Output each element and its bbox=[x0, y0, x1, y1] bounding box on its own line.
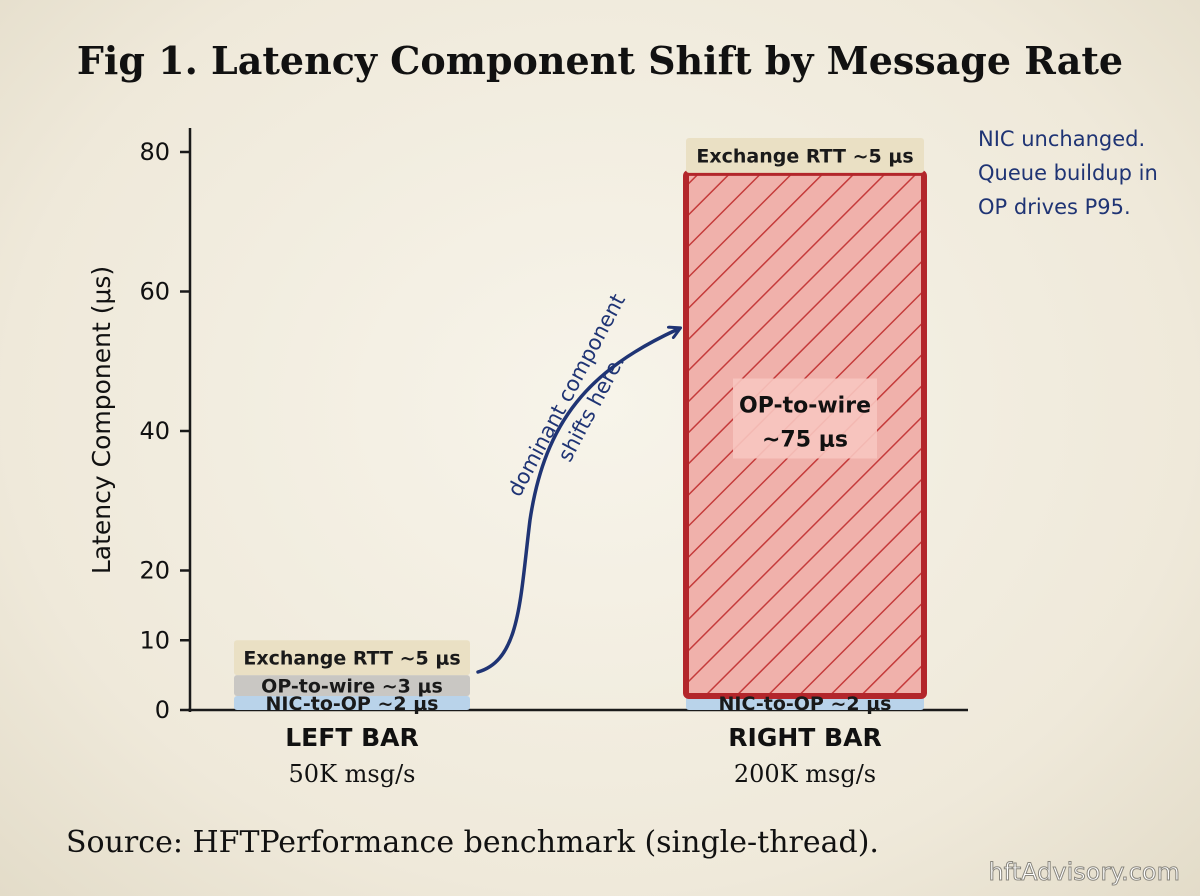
shift-arrow bbox=[476, 330, 676, 674]
side-note-line-3: OP drives P95. bbox=[978, 195, 1131, 219]
side-note-line-2: Queue buildup in bbox=[978, 161, 1158, 185]
source-caption: Source: HFTPerformance benchmark (single… bbox=[66, 825, 879, 860]
bar-segment-label: OP-to-wire ~3 μs bbox=[261, 676, 443, 698]
bar-segment-label: ~75 μs bbox=[762, 427, 848, 452]
bar-segment-label: OP-to-wire bbox=[739, 393, 871, 418]
bar-segment-op-to-wire bbox=[234, 675, 470, 697]
category-labels: LEFT BAR 50K msg/s RIGHT BAR 200K msg/s bbox=[285, 723, 881, 788]
y-axis-label: Latency Component (μs) bbox=[87, 266, 116, 574]
category-label: LEFT BAR bbox=[285, 723, 419, 752]
bar-segment-label: NIC-to-OP ~2 μs bbox=[266, 693, 439, 715]
y-tick-label: 60 bbox=[139, 278, 170, 306]
bar-segment-exchange-rtt bbox=[686, 138, 924, 173]
bar-segment-exchange-rtt bbox=[234, 640, 470, 676]
category-label: RIGHT BAR bbox=[728, 723, 881, 752]
category-sublabel: 200K msg/s bbox=[734, 760, 876, 788]
bar-segment-nic-to-op bbox=[686, 696, 924, 710]
y-ticks: 0 10 20 40 60 80 bbox=[139, 138, 190, 724]
chart-title: Fig 1. Latency Component Shift by Messag… bbox=[77, 38, 1123, 83]
label-backdrop bbox=[733, 378, 877, 459]
watermark: hftAdvisory.com bbox=[989, 858, 1180, 886]
side-note-line-1: NIC unchanged. bbox=[978, 127, 1145, 151]
bar-segment-label: Exchange RTT ~5 μs bbox=[696, 145, 913, 167]
y-tick-label: 20 bbox=[139, 557, 170, 585]
bar-segment-label: Exchange RTT ~5 μs bbox=[243, 648, 460, 670]
y-tick-label: 40 bbox=[139, 417, 170, 445]
bar-segment-label: NIC-to-OP ~2 μs bbox=[719, 693, 892, 715]
y-tick-label: 0 bbox=[155, 696, 170, 724]
y-tick-label: 80 bbox=[139, 138, 170, 166]
bar-segment-nic-to-op bbox=[234, 696, 470, 710]
category-sublabel: 50K msg/s bbox=[289, 760, 416, 788]
y-tick-label: 10 bbox=[139, 626, 170, 654]
side-note: NIC unchanged. Queue buildup in OP drive… bbox=[978, 127, 1158, 219]
